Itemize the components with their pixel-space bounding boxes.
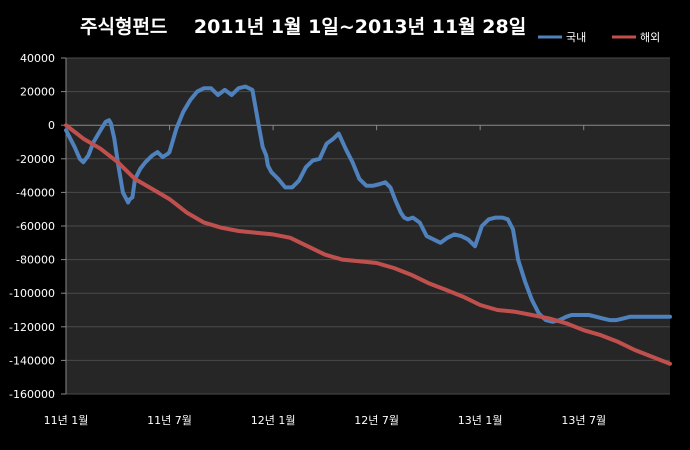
x-tick-label: 11년 7월: [147, 414, 192, 427]
y-tick-label: -20000: [16, 153, 55, 166]
x-axis: 11년 1월 11년 7월 12년 1월 12년 7월 13년 1월 13년 7월: [44, 124, 670, 427]
series-line-domestic: [64, 84, 672, 324]
x-tick-label: 12년 7월: [354, 414, 399, 427]
series-line-overseas: [64, 123, 672, 366]
y-tick-label: 40000: [20, 52, 55, 65]
y-tick-label: 0: [48, 119, 55, 132]
y-tick-label: -80000: [16, 254, 55, 267]
y-tick-label: -120000: [9, 321, 55, 334]
legend-label: 국내: [566, 31, 586, 44]
x-tick-label: 12년 1월: [251, 414, 296, 427]
chart-title: 주식형펀드 2011년 1월 1일~2013년 11월 28일: [80, 16, 526, 38]
y-tick-label: -100000: [9, 287, 55, 300]
x-tick-label: 11년 1월: [44, 414, 89, 427]
y-tick-label: -60000: [16, 220, 55, 233]
series-group: [64, 84, 672, 366]
y-tick-label: 20000: [20, 86, 55, 99]
x-tick-label: 13년 1월: [458, 414, 503, 427]
y-tick-label: -140000: [9, 354, 55, 367]
gridlines: [66, 57, 670, 395]
legend-label: 해외: [640, 30, 660, 44]
y-tick-label: -40000: [16, 186, 55, 199]
x-tick-label: 13년 7월: [561, 414, 606, 427]
y-tick-label: -160000: [9, 388, 55, 401]
y-axis: 40000 20000 0 -20000 -40000 -60000 -80000 -1000…: [9, 52, 67, 401]
legend: 국내 해외: [538, 30, 660, 44]
